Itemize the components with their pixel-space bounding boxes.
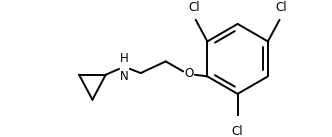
- Text: Cl: Cl: [276, 1, 287, 14]
- Text: Cl: Cl: [188, 1, 200, 14]
- Text: H: H: [120, 52, 128, 65]
- Text: N: N: [120, 70, 128, 83]
- Text: Cl: Cl: [232, 125, 243, 137]
- Text: O: O: [184, 67, 194, 80]
